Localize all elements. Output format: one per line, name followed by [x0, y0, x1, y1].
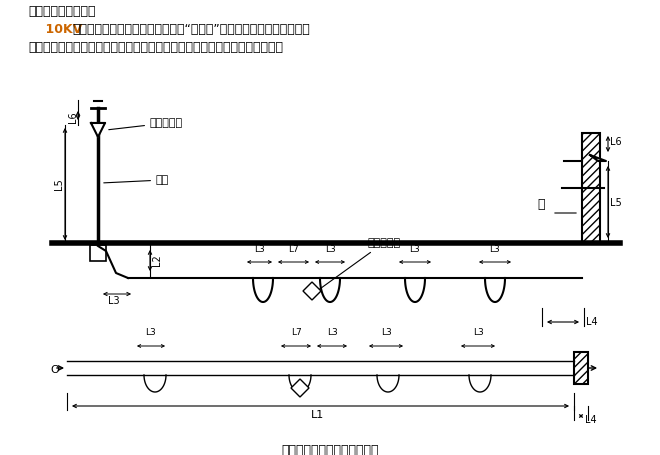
Polygon shape [303, 282, 321, 300]
Text: L3: L3 [381, 328, 391, 337]
Text: 电缆长度组成平、剖面示意图: 电缆长度组成平、剖面示意图 [281, 444, 379, 455]
Text: L3: L3 [410, 245, 420, 254]
Text: 二、电缆工程量计算: 二、电缆工程量计算 [28, 5, 96, 18]
Text: 10KV: 10KV [28, 23, 82, 36]
Text: L5: L5 [610, 198, 622, 208]
Text: L5: L5 [54, 178, 64, 190]
Text: L3: L3 [254, 245, 265, 254]
Bar [582, 133, 600, 243]
Text: L2: L2 [152, 255, 162, 266]
Text: L4: L4 [585, 415, 597, 425]
Bar [574, 352, 588, 384]
Text: 电缆中间头: 电缆中间头 [319, 238, 400, 289]
Text: L3: L3 [146, 328, 156, 337]
Text: L4: L4 [586, 317, 597, 327]
Text: L7: L7 [290, 328, 302, 337]
Text: L3: L3 [473, 328, 483, 337]
Text: L7: L7 [288, 245, 299, 254]
Text: L6: L6 [610, 137, 622, 147]
Text: L1: L1 [310, 410, 323, 420]
Text: 电缆终端头: 电缆终端头 [109, 118, 183, 130]
Text: L6: L6 [68, 111, 78, 123]
Text: O: O [50, 365, 59, 375]
Text: L3: L3 [108, 296, 120, 306]
Text: 以下电力电缆和控制电缆，按单根“延长米”计量。其总长度由水平长度: 以下电力电缆和控制电缆，按单根“延长米”计量。其总长度由水平长度 [72, 23, 310, 36]
Polygon shape [91, 123, 105, 137]
Text: L3: L3 [490, 245, 500, 254]
Polygon shape [291, 379, 309, 397]
Polygon shape [590, 155, 606, 161]
Bar [90, 245, 106, 261]
Text: 墙: 墙 [537, 198, 544, 211]
Text: L3: L3 [327, 328, 337, 337]
Text: L3: L3 [325, 245, 335, 254]
Text: 加上垂直长度、再加上预留长度而定，如下图及表下表所示。其计算式如下：: 加上垂直长度、再加上预留长度而定，如下图及表下表所示。其计算式如下： [28, 41, 283, 54]
Text: 电杆: 电杆 [104, 175, 169, 185]
